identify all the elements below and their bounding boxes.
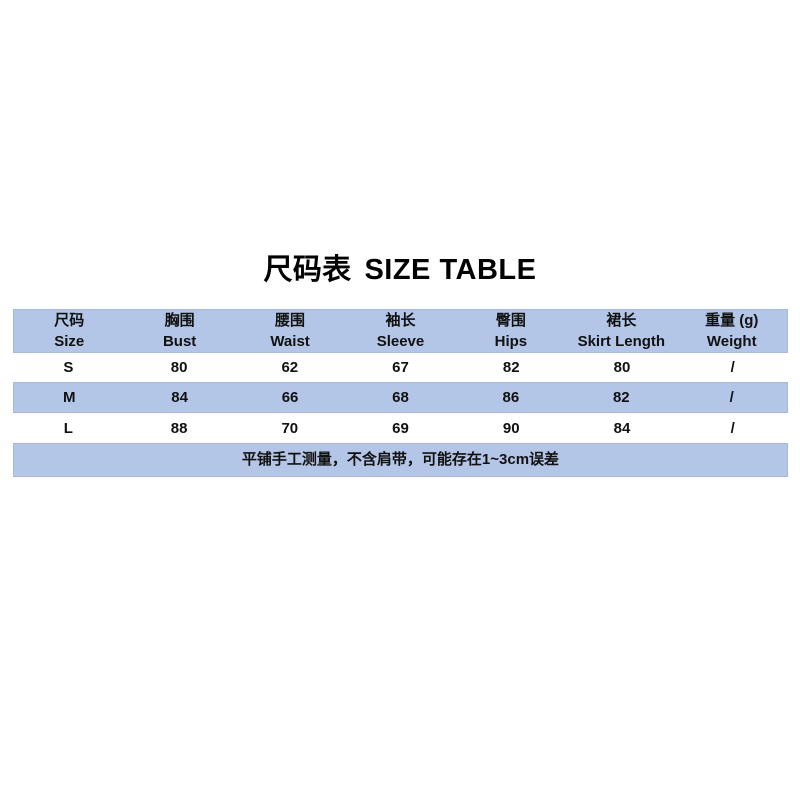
column-header-en: Hips (494, 333, 528, 350)
table-row-size-m: M 84 66 68 86 82 / (13, 382, 788, 413)
column-header-cn: 胸围 (164, 312, 195, 329)
hips-cell: 86 (502, 389, 520, 406)
sleeve-cell: 67 (392, 359, 409, 376)
weight-cell: / (730, 359, 735, 376)
column-header-en: Weight (706, 333, 757, 350)
column-header-en: Bust (162, 333, 197, 350)
bust-cell: 80 (170, 359, 188, 376)
skirt-length-cell: 84 (613, 419, 631, 437)
waist-cell: 62 (281, 359, 299, 376)
weight-cell: / (730, 419, 735, 437)
column-header-skirt-length: 裙长 Skirt Length (566, 310, 676, 352)
size-cell: M (62, 389, 76, 406)
column-header-en: Skirt Length (577, 333, 666, 350)
page-title-en: SIZE TABLE (364, 254, 537, 286)
size-cell: S (63, 359, 74, 376)
sleeve-cell: 69 (392, 419, 409, 437)
size-table: 尺码 Size 胸围 Bust 腰围 Waist 袖长 Sleeve 臀围 Hi… (13, 309, 788, 477)
hips-cell: 82 (502, 359, 520, 376)
measurement-note: 平铺手工测量，不含肩带，可能存在1~3cm误差 (13, 443, 788, 477)
bust-cell: 88 (170, 419, 188, 437)
column-header-en: Sleeve (376, 333, 425, 350)
sleeve-cell: 68 (392, 389, 409, 406)
waist-cell: 70 (281, 419, 299, 437)
column-header-cn: 臀围 (495, 312, 526, 329)
table-row-size-s: S 80 62 67 82 80 / (13, 353, 788, 382)
column-header-size: 尺码 Size (14, 310, 124, 352)
weight-cell: / (729, 389, 734, 406)
size-cell: L (63, 419, 73, 437)
page-title-cn: 尺码表 (263, 254, 352, 286)
waist-cell: 66 (281, 389, 299, 406)
skirt-length-cell: 80 (613, 359, 631, 376)
column-header-hips: 臀围 Hips (456, 310, 566, 352)
column-header-waist: 腰围 Waist (235, 310, 345, 352)
column-header-cn: 尺码 (54, 312, 85, 329)
table-header-row: 尺码 Size 胸围 Bust 腰围 Waist 袖长 Sleeve 臀围 Hi… (13, 309, 788, 353)
column-header-cn: 袖长 (385, 312, 416, 329)
table-row-size-l: L 88 70 69 90 84 / (13, 413, 788, 443)
skirt-length-cell: 82 (612, 389, 630, 406)
column-header-cn: 重量 (g) (705, 312, 759, 329)
column-header-en: Waist (270, 333, 310, 350)
column-header-en: Size (54, 333, 85, 350)
column-header-sleeve: 袖长 Sleeve (345, 310, 455, 352)
column-header-weight: 重量 (g) Weight (677, 310, 787, 352)
hips-cell: 90 (502, 419, 520, 437)
page-title: 尺码表 SIZE TABLE (0, 252, 800, 288)
column-header-cn: 裙长 (606, 312, 637, 329)
bust-cell: 84 (171, 389, 188, 406)
column-header-bust: 胸围 Bust (124, 310, 234, 352)
column-header-cn: 腰围 (275, 312, 306, 329)
